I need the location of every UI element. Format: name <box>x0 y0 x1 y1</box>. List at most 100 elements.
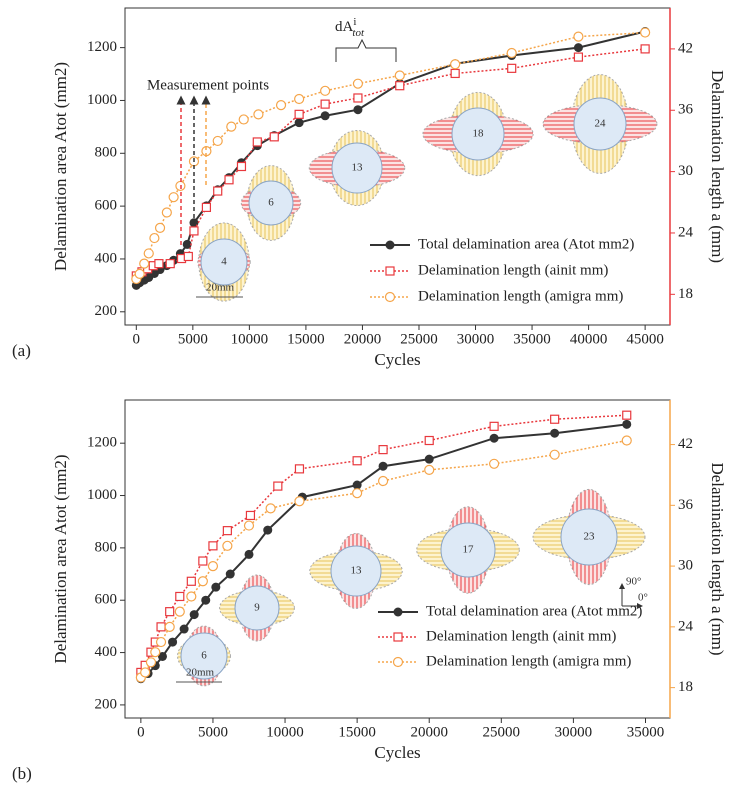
marker <box>265 503 276 514</box>
x-tick-label: 5000 <box>178 331 208 347</box>
legend-marker <box>393 632 403 642</box>
marker <box>165 259 175 269</box>
marker <box>450 68 460 79</box>
marker <box>208 541 218 551</box>
y2-tick-label: 30 <box>678 163 693 179</box>
marker <box>189 610 199 620</box>
marker <box>175 591 185 602</box>
x-tick-label: 25000 <box>483 724 521 740</box>
marker <box>244 549 254 559</box>
scale-label: 20mm <box>186 667 215 679</box>
x-tick-label: 30000 <box>457 331 495 347</box>
y-tick-label: 800 <box>95 145 118 161</box>
marker <box>320 111 330 121</box>
marker <box>154 222 166 233</box>
legend-label: Total delamination area (Atot mm2) <box>418 236 634 252</box>
marker <box>489 458 500 469</box>
marker <box>236 161 247 172</box>
y2-tick-label: 24 <box>678 618 694 634</box>
marker <box>224 175 234 185</box>
marker <box>622 419 632 429</box>
marker <box>207 560 219 572</box>
annotation: tot <box>352 27 365 39</box>
inset-hole <box>200 238 248 286</box>
inset-label: 4 <box>221 256 227 268</box>
marker <box>273 481 283 491</box>
marker <box>155 636 167 648</box>
marker <box>622 410 632 420</box>
y2-tick-label: 36 <box>678 497 694 513</box>
marker <box>225 569 235 579</box>
y-tick-label: 200 <box>95 303 118 319</box>
marker <box>161 207 172 218</box>
y-tick-label: 600 <box>95 592 118 608</box>
marker <box>164 621 175 632</box>
inset-hole <box>331 142 383 194</box>
marker <box>186 576 196 586</box>
inset-label: 24 <box>595 118 607 130</box>
series-line <box>140 439 627 678</box>
legend-label: Delamination length (amigra mm) <box>426 653 631 669</box>
x-tick-label: 15000 <box>338 724 376 740</box>
y-tick-label: 200 <box>95 696 118 712</box>
marker <box>134 268 145 279</box>
legend-marker <box>384 291 396 303</box>
marker <box>211 582 221 592</box>
inset-hole <box>248 180 294 226</box>
marker <box>226 121 237 132</box>
marker <box>352 456 362 466</box>
marker <box>352 480 362 490</box>
x-tick-label: 20000 <box>344 331 382 347</box>
marker <box>213 186 223 196</box>
marker <box>394 70 405 81</box>
y2-tick-label: 24 <box>678 224 694 240</box>
x-tick-label: 0 <box>133 331 141 347</box>
inset-hole <box>330 545 382 597</box>
y-tick-label: 800 <box>95 539 118 555</box>
marker <box>149 232 160 244</box>
marker <box>197 576 208 587</box>
marker <box>352 78 364 89</box>
marker <box>320 85 331 96</box>
marker <box>189 226 199 236</box>
marker <box>550 414 560 424</box>
marker <box>573 43 583 53</box>
x-tick-label: 10000 <box>266 724 304 740</box>
legend-label: Delamination length (ainit mm) <box>418 262 608 278</box>
inset-label: 9 <box>254 602 260 614</box>
y-axis-label: Delamination area Atot (mm2) <box>51 62 70 271</box>
inset-hole <box>573 97 627 151</box>
marker <box>294 464 305 474</box>
y-tick-label: 1200 <box>87 435 117 451</box>
marker <box>378 461 388 471</box>
x-axis-label: Cycles <box>374 350 420 369</box>
inset-hole <box>234 585 280 631</box>
marker <box>179 624 189 634</box>
marker <box>174 606 185 617</box>
panel-label: (a) <box>12 341 31 360</box>
marker <box>269 132 279 142</box>
marker <box>212 135 223 147</box>
legend-marker <box>392 656 404 668</box>
marker <box>165 607 175 617</box>
series-line <box>135 31 646 280</box>
orientation-label: 90° <box>626 576 641 588</box>
inset-hole <box>451 107 505 161</box>
legend-marker <box>385 266 395 276</box>
marker <box>154 259 164 269</box>
marker <box>424 435 434 446</box>
y-tick-label: 1000 <box>87 487 117 503</box>
marker <box>157 651 167 661</box>
annotation: dAi tot <box>335 16 365 39</box>
y-tick-label: 1000 <box>87 92 117 108</box>
x-tick-label: 35000 <box>513 331 551 347</box>
panel-label: (b) <box>12 764 32 783</box>
marker <box>352 488 363 499</box>
y-tick-label: 400 <box>95 250 118 266</box>
legend-label: Delamination length (ainit mm) <box>426 628 616 644</box>
x-tick-label: 25000 <box>400 331 438 347</box>
annotation: i <box>353 16 356 28</box>
y-axis-label: Delamination area Atot (mm2) <box>51 454 70 663</box>
marker <box>320 99 330 109</box>
